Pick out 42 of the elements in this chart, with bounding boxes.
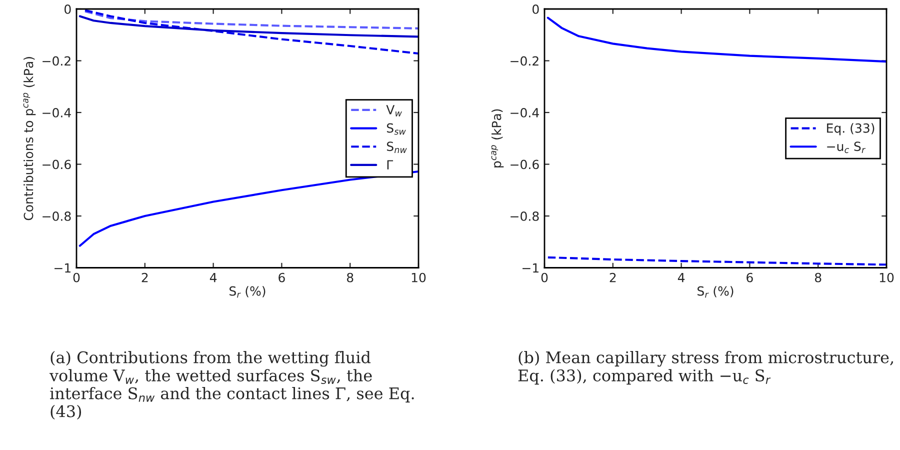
- y-tick-label: −1: [54, 263, 70, 272]
- line-series: [546, 256, 886, 266]
- line-series: [84, 10, 418, 30]
- y-axis-title: p$^{cap}$ (kPa): [491, 109, 504, 168]
- y-tick-label: −0.6: [510, 160, 539, 170]
- legend-label: S$_{sw}$: [386, 123, 406, 135]
- legend-label: S$_{nw}$: [386, 142, 407, 153]
- x-tick-label: 8: [346, 272, 354, 282]
- y-tick-label: −0.8: [510, 211, 539, 221]
- y-axis-title: Contributions to p$^{cap}$ (kPa): [23, 57, 36, 220]
- x-tick-label: 2: [610, 272, 616, 282]
- y-tick-label: −0.6: [42, 160, 71, 170]
- x-axis-title: S$_{r}$ (%): [230, 286, 266, 298]
- line-series: [78, 170, 418, 247]
- line-series: [546, 16, 886, 63]
- y-tick-label: −0.4: [510, 108, 539, 118]
- x-tick-label: 10: [412, 272, 426, 282]
- x-tick-label: 2: [142, 272, 148, 282]
- x-tick-label: 4: [678, 272, 685, 282]
- x-tick-label: 0: [73, 272, 80, 282]
- y-tick-label: −0.4: [42, 108, 71, 118]
- y-tick-label: −0.8: [42, 211, 71, 221]
- x-axis-title: S$_{r}$ (%): [698, 286, 734, 298]
- x-tick-label: 0: [541, 272, 548, 282]
- y-tick-label: −1: [522, 263, 538, 272]
- text: (a) Contributions from the wetting fluid volume V$_{w}$, the wetted surfaces S$_{sw}$, the interface S$_{nw}$ and the contact lines Γ, see Eq. (43): [49, 351, 414, 420]
- y-tick-label: 0: [532, 4, 539, 14]
- y-tick-label: 0: [64, 4, 71, 14]
- x-tick-label: 6: [278, 272, 285, 282]
- x-tick-label: 4: [210, 272, 217, 282]
- line-series: [78, 15, 418, 38]
- text: (b) Mean capillary stress from microstructure, Eq. (33), compared with −u$_{c}$ S$_{r}$: [518, 351, 894, 385]
- legend-label: Γ: [387, 160, 394, 170]
- y-tick-label: −0.2: [42, 56, 70, 66]
- x-tick-label: 6: [746, 272, 753, 282]
- y-tick-label: −0.2: [510, 56, 538, 66]
- x-tick-label: 8: [814, 272, 822, 282]
- legend-label: V$_{w}$: [386, 105, 402, 116]
- line-series: [84, 9, 418, 55]
- x-tick-label: 10: [880, 272, 894, 282]
- legend-label: Eq. (33): [827, 123, 874, 136]
- legend-label: −u$_{c}$ S$_{r}$: [827, 142, 866, 154]
